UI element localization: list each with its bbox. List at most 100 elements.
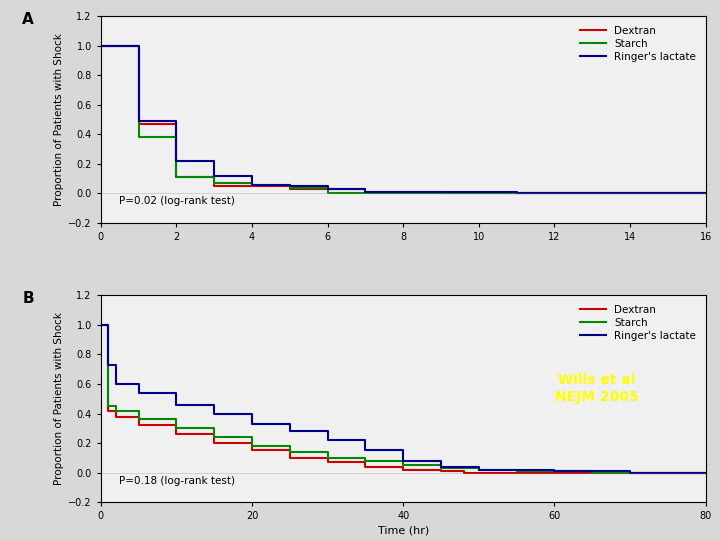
Ringer's lactate (135, 43, 143, 49)
Dextran (210, 431, 219, 437)
Ringer's lactate (210, 410, 219, 417)
Ringer's lactate (361, 437, 370, 443)
Dextran (701, 190, 710, 197)
Starch (172, 134, 181, 140)
Starch (323, 190, 332, 197)
Dextran (285, 455, 294, 461)
Ringer's lactate (399, 457, 408, 464)
Dextran (701, 469, 710, 476)
Starch (361, 457, 370, 464)
Legend: Dextran, Starch, Ringer's lactate: Dextran, Starch, Ringer's lactate (576, 301, 701, 345)
Dextran (135, 422, 143, 429)
Ringer's lactate (436, 463, 445, 470)
Dextran (172, 422, 181, 429)
Ringer's lactate (474, 467, 483, 473)
Starch (285, 443, 294, 449)
Starch (285, 181, 294, 188)
Dextran (135, 413, 143, 420)
Dextran (474, 190, 483, 197)
Ringer's lactate (135, 390, 143, 396)
Dextran (135, 121, 143, 127)
Dextran (248, 440, 256, 447)
Starch (96, 43, 105, 49)
Dextran (436, 189, 445, 195)
Ringer's lactate (512, 190, 521, 196)
Ringer's lactate (626, 469, 634, 476)
Ringer's lactate (323, 428, 332, 435)
Starch (104, 322, 113, 328)
Starch (104, 403, 113, 409)
Dextran (323, 455, 332, 461)
Line: Starch: Starch (101, 325, 706, 472)
Ringer's lactate (248, 421, 256, 427)
Dextran (135, 43, 143, 49)
Starch (285, 184, 294, 191)
Ringer's lactate (248, 181, 256, 188)
Starch (210, 174, 219, 180)
Starch (361, 455, 370, 461)
Dextran (104, 407, 113, 414)
Starch (285, 449, 294, 455)
Starch (112, 403, 120, 409)
Y-axis label: Proportion of Patients with Shock: Proportion of Patients with Shock (54, 33, 64, 206)
Ringer's lactate (285, 428, 294, 435)
Starch (135, 134, 143, 140)
Dextran (459, 469, 468, 476)
Dextran (361, 186, 370, 192)
Ringer's lactate (626, 468, 634, 475)
Line: Dextran: Dextran (101, 46, 706, 193)
Y-axis label: Proportion of Patients with Shock: Proportion of Patients with Shock (54, 312, 64, 485)
Dextran (104, 322, 113, 328)
Starch (436, 462, 445, 469)
Starch (135, 43, 143, 49)
Dextran (248, 447, 256, 454)
Starch (248, 181, 256, 188)
Dextran (361, 463, 370, 470)
Ringer's lactate (361, 186, 370, 192)
Dextran (399, 467, 408, 473)
Dextran (361, 459, 370, 465)
Starch (512, 467, 521, 473)
Line: Dextran: Dextran (101, 325, 706, 472)
Ringer's lactate (285, 421, 294, 427)
Starch (701, 190, 710, 197)
Ringer's lactate (550, 468, 559, 475)
Legend: Dextran, Starch, Ringer's lactate: Dextran, Starch, Ringer's lactate (576, 22, 701, 66)
Ringer's lactate (104, 362, 113, 368)
Starch (210, 180, 219, 186)
Starch (399, 457, 408, 464)
Starch (248, 434, 256, 441)
Ringer's lactate (323, 437, 332, 443)
Starch (323, 449, 332, 455)
Ringer's lactate (550, 467, 559, 473)
Dextran (285, 183, 294, 190)
Starch (248, 180, 256, 186)
X-axis label: Time (hr): Time (hr) (377, 525, 429, 535)
Text: P=0.18 (log-rank test): P=0.18 (log-rank test) (119, 476, 235, 485)
Starch (323, 184, 332, 191)
Ringer's lactate (323, 183, 332, 190)
Dextran (172, 431, 181, 437)
Line: Starch: Starch (101, 46, 706, 193)
Ringer's lactate (474, 463, 483, 470)
Text: B: B (22, 291, 34, 306)
Starch (96, 322, 105, 328)
Starch (172, 174, 181, 180)
Dextran (172, 174, 181, 180)
Ringer's lactate (172, 118, 181, 124)
Ringer's lactate (112, 381, 120, 387)
Dextran (361, 189, 370, 195)
Ringer's lactate (285, 181, 294, 188)
Ringer's lactate (436, 457, 445, 464)
Line: Ringer's lactate: Ringer's lactate (101, 46, 706, 193)
Ringer's lactate (248, 410, 256, 417)
Ringer's lactate (285, 183, 294, 190)
Dextran (285, 447, 294, 454)
Text: A: A (22, 12, 34, 27)
Ringer's lactate (701, 469, 710, 476)
Starch (512, 468, 521, 475)
Ringer's lactate (210, 172, 219, 179)
Starch (474, 467, 483, 473)
Ringer's lactate (664, 190, 672, 197)
Ringer's lactate (512, 189, 521, 195)
